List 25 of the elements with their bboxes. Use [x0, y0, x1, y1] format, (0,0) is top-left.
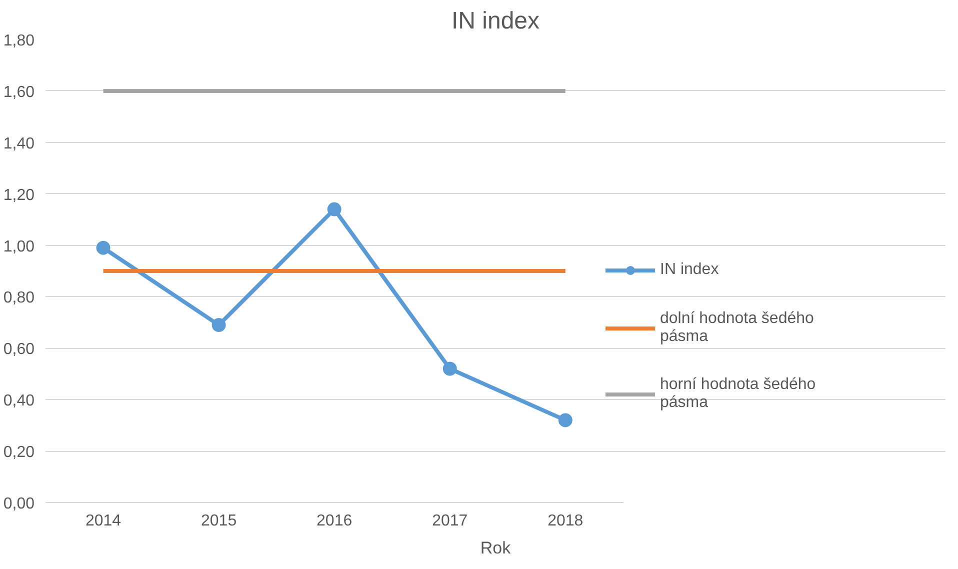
point — [558, 413, 572, 428]
x-axis-title: Rok — [480, 538, 512, 558]
x-tick-label: 2017 — [432, 512, 468, 530]
y-tick-label: 0,20 — [3, 444, 35, 462]
x-tick-label: 2018 — [548, 512, 584, 530]
chart-title: IN index — [451, 8, 540, 34]
point — [442, 362, 457, 376]
y-tick-label: 1,20 — [3, 186, 35, 204]
y-tick-label: 0,80 — [3, 290, 35, 307]
y-tick-label: 0,60 — [3, 341, 35, 358]
y-tick-label: 1,80 — [3, 32, 35, 50]
y-tick-label: 1,40 — [3, 135, 35, 152]
y-tick-label: 1,60 — [3, 84, 35, 101]
legend-label: dolní hodnota šedého pásma — [660, 310, 814, 346]
legend-label: IN index — [660, 261, 719, 279]
y-tick-label: 0,00 — [3, 496, 35, 512]
x-tick-label: 2016 — [316, 512, 352, 530]
point — [327, 202, 342, 216]
point — [212, 318, 226, 332]
legend-label: horní hodnota šedého pásma — [660, 376, 816, 412]
point — [96, 240, 110, 255]
y-tick-label: 0,40 — [3, 392, 35, 410]
x-tick-label: 2014 — [85, 512, 122, 530]
x-tick-label: 2015 — [201, 512, 237, 530]
y-tick-label: 1,00 — [3, 238, 35, 256]
